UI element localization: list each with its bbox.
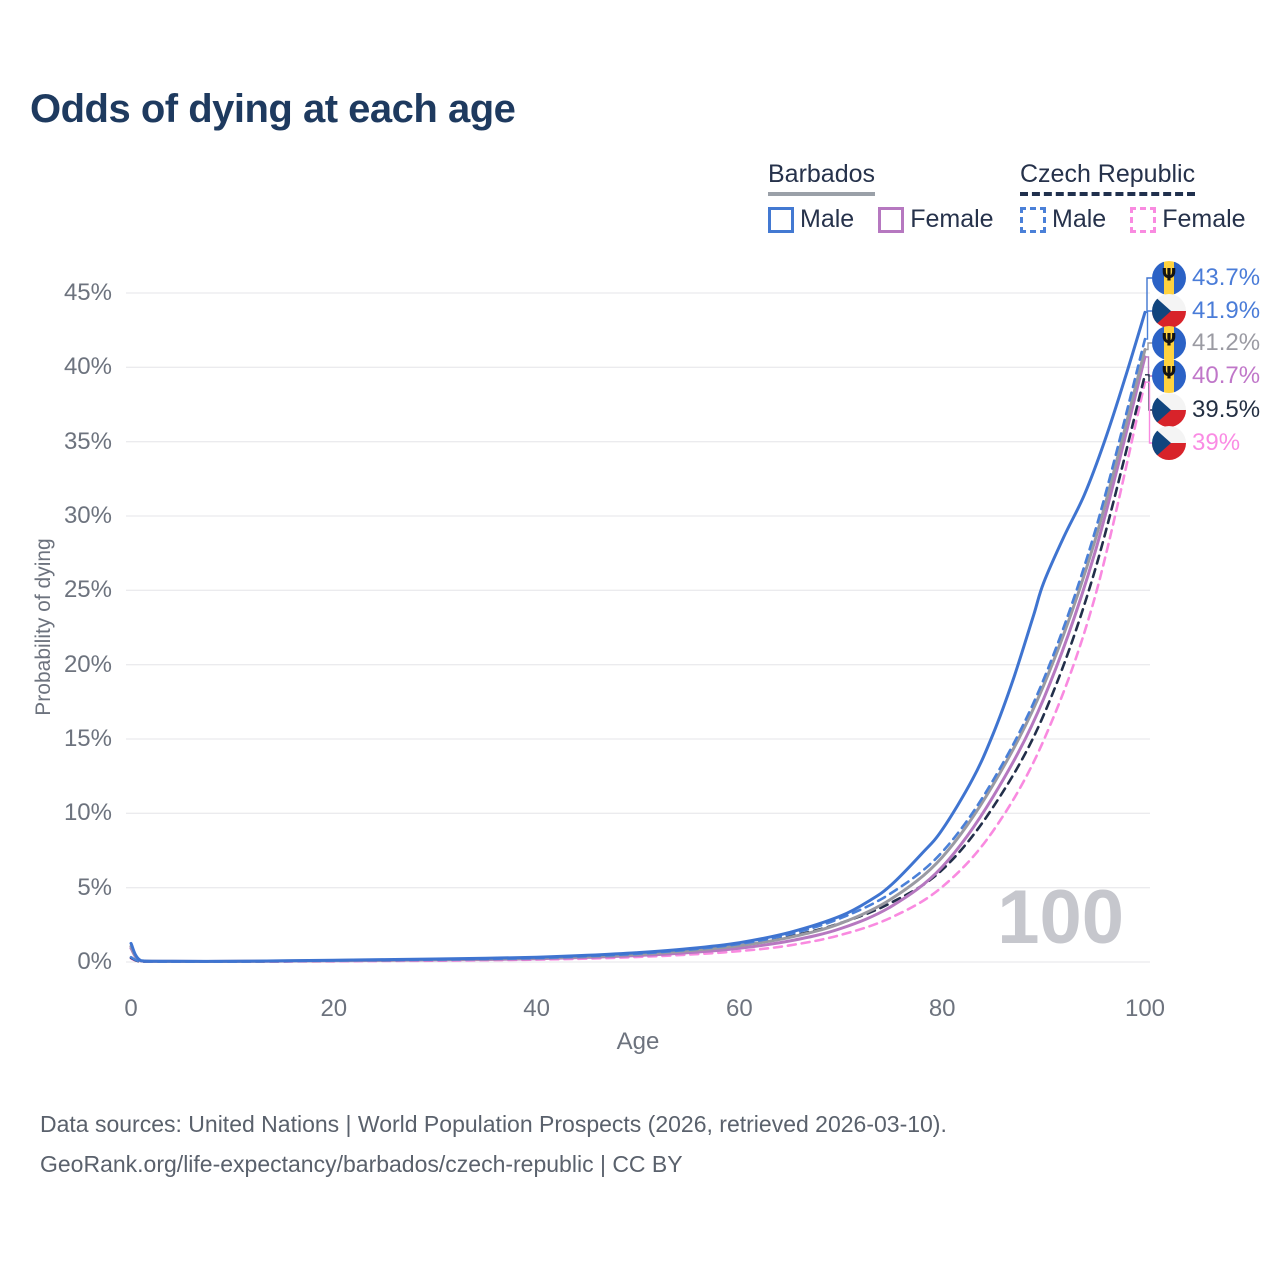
svg-text:Ψ: Ψ <box>1162 266 1176 286</box>
legend-group-title: Czech Republic <box>1020 160 1196 196</box>
end-label-value: 41.9% <box>1192 297 1261 324</box>
series-line-barbados-male[interactable] <box>129 310 1147 963</box>
series-line-barbados-female[interactable] <box>129 355 1147 963</box>
legend-items: Male Female <box>768 205 994 234</box>
legend-item-barbados-male[interactable]: Male <box>768 205 854 234</box>
end-label-value: 41.2% <box>1192 329 1261 356</box>
x-tick-0: 0 <box>124 995 138 1022</box>
end-label-row-czech-republic-female[interactable]: 39% <box>1152 426 1240 460</box>
y-tick-40: 40% <box>63 353 112 381</box>
legend-item-czech-republic-female[interactable]: Female <box>1130 205 1246 234</box>
y-tick-5: 5% <box>77 873 112 901</box>
footer: Data sources: United Nations | World Pop… <box>40 1104 947 1184</box>
y-tick-20: 20% <box>63 650 112 678</box>
legend-item-czech-republic-male[interactable]: Male <box>1020 205 1106 234</box>
y-tick-35: 35% <box>63 427 112 455</box>
label-connector-czech-republic-female <box>1145 381 1152 444</box>
page-title: Odds of dying at each age <box>30 87 516 131</box>
y-tick-15: 15% <box>63 725 112 752</box>
x-tick-20: 20 <box>320 995 348 1022</box>
legend-group-barbados: Barbados Male Female <box>768 160 994 234</box>
y-tick-0: 0% <box>77 948 112 975</box>
x-axis-title: Age <box>616 1028 660 1055</box>
series-line-czech-republic[interactable] <box>129 373 1147 963</box>
legend-item-label: Male <box>1052 205 1107 233</box>
y-tick-30: 30% <box>63 502 112 529</box>
czech-flag-icon <box>1152 294 1186 328</box>
label-connector-barbados-female <box>1145 356 1152 377</box>
end-label-row-czech-republic-male[interactable]: 41.9% <box>1152 294 1260 328</box>
y-tick-25: 25% <box>63 576 112 604</box>
y-axis-title: Probability of dying <box>32 538 55 716</box>
legend-swatch <box>878 206 905 233</box>
barbados-flag-icon: Ψ <box>1152 261 1186 295</box>
x-tick-60: 60 <box>726 995 753 1022</box>
series-line-czech-republic-female[interactable] <box>129 380 1147 963</box>
age-watermark: 100 <box>997 875 1124 960</box>
y-tick-45: 45% <box>63 279 112 306</box>
label-connector-barbados-male <box>1145 277 1152 313</box>
barbados-flag-icon: Ψ <box>1152 326 1186 360</box>
end-label-value: 39% <box>1192 429 1241 456</box>
legend-item-label: Female <box>1162 205 1246 233</box>
legend-items: Male Female <box>1020 205 1246 234</box>
label-connector-czech-republic <box>1145 374 1152 411</box>
legend-swatch <box>768 206 794 233</box>
czech-flag-icon <box>1152 426 1186 460</box>
x-tick-100: 100 <box>1124 995 1166 1022</box>
barbados-flag-icon: Ψ <box>1152 359 1186 393</box>
footer-link[interactable]: GeoRank.org/life-expectancy/barbados/cze… <box>40 1151 683 1177</box>
footer-data-sources: Data sources: United Nations | World Pop… <box>40 1111 947 1137</box>
legend-swatch <box>1020 206 1046 233</box>
czech-flag-icon <box>1152 393 1186 427</box>
label-connector-czech-republic-male <box>1145 310 1152 340</box>
series-line-czech-republic-male[interactable] <box>129 337 1147 963</box>
end-label-value: 39.5% <box>1192 396 1261 423</box>
svg-text:Ψ: Ψ <box>1162 331 1176 351</box>
legend-item-barbados-female[interactable]: Female <box>878 205 994 234</box>
end-label-row-czech-republic[interactable]: 39.5% <box>1152 393 1260 427</box>
end-label-value: 43.7% <box>1192 264 1261 291</box>
end-label-row-barbados[interactable]: Ψ 41.2% <box>1152 326 1260 360</box>
legend-group-czech: Czech Republic Male Female <box>1020 160 1246 234</box>
y-tick-10: 10% <box>63 799 112 827</box>
label-connector-barbados <box>1145 342 1152 351</box>
end-label-value: 40.7% <box>1192 362 1261 389</box>
end-label-row-barbados-male[interactable]: Ψ 43.7% <box>1152 261 1260 295</box>
legend-group-title: Barbados <box>768 160 876 196</box>
end-label-row-barbados-female[interactable]: Ψ 40.7% <box>1152 359 1260 393</box>
legend-item-label: Female <box>910 205 994 233</box>
x-tick-80: 80 <box>928 995 956 1022</box>
legend-swatch <box>1130 206 1157 233</box>
x-tick-40: 40 <box>523 995 550 1022</box>
legend-item-label: Male <box>800 205 855 233</box>
svg-text:Ψ: Ψ <box>1162 364 1176 384</box>
